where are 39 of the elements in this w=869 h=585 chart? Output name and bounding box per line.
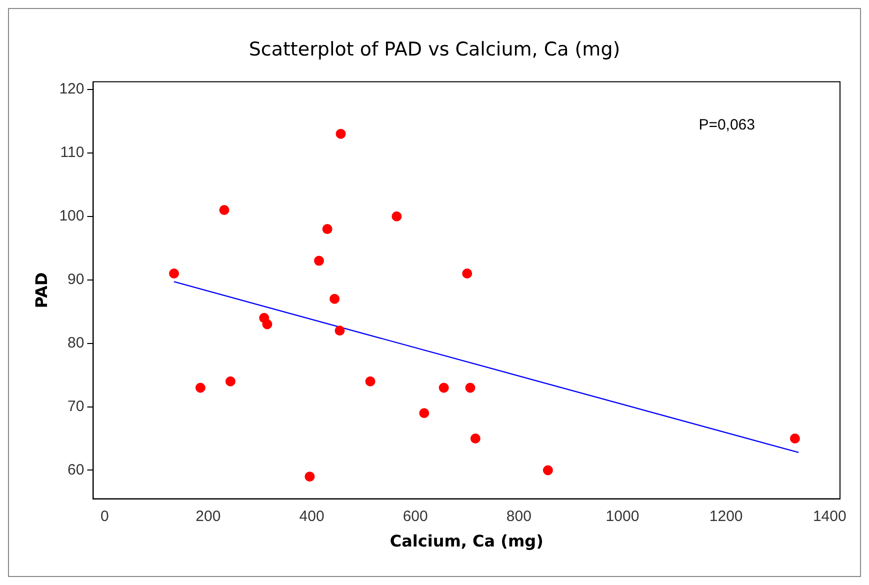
y-axis-title: PAD [32,272,51,308]
point [262,319,272,330]
point [225,376,236,386]
y-tick-label: 100 [59,208,84,224]
y-tick-label: 90 [68,270,84,288]
point [304,472,315,482]
y-tick-label: 60 [68,461,84,478]
point [462,268,472,278]
x-tick-label: 1000 [606,508,640,525]
point [790,434,800,444]
x-tick-label: 400 [299,508,324,525]
y-tick-label: 70 [68,398,84,415]
point [169,268,180,278]
x-tick-label: 800 [506,508,532,525]
point [219,205,230,216]
point [336,128,346,139]
x-tick-label: 600 [402,508,428,525]
x-tick-label: 1200 [709,508,743,525]
point [470,434,480,444]
point [322,224,332,234]
point [330,294,340,304]
point [392,211,402,222]
chart-title: Scatterplot of PAD vs Calcium, Ca (mg) [248,38,620,60]
x-axis-title: Calcium, Ca (mg) [390,532,544,551]
point [542,465,553,476]
point [334,326,345,336]
point [314,256,324,266]
x-tick-label: 0 [100,508,109,525]
annotation: P=0,063 [698,116,755,134]
point [365,376,376,386]
point [419,408,430,418]
x-tick-label: 1400 [812,508,846,525]
point [438,382,449,393]
y-tick-label: 120 [59,80,84,98]
point [195,382,206,393]
x-tick-label: 200 [196,508,221,525]
y-tick-label: 110 [60,144,84,162]
point [465,382,476,393]
y-tick-label: 80 [68,334,84,352]
